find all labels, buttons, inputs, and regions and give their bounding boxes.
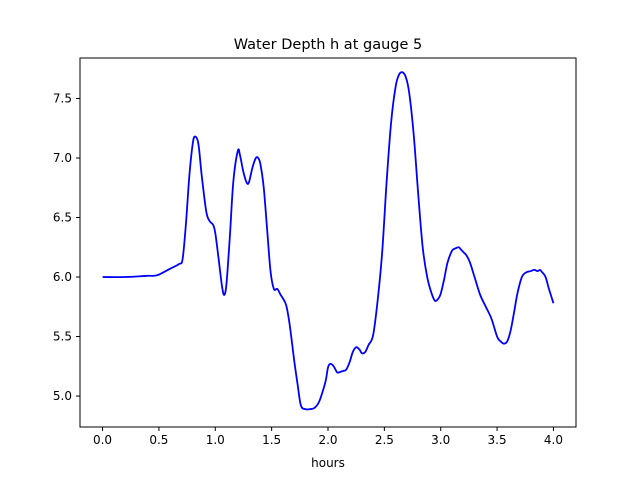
x-tick-label: 4.0: [544, 433, 563, 447]
y-tick-label: 7.0: [53, 151, 72, 165]
y-tick-label: 5.0: [53, 389, 72, 403]
x-tick-label: 1.5: [262, 433, 281, 447]
series-line-0: [102, 71, 555, 411]
y-tick-label: 5.5: [53, 330, 72, 344]
y-axis-ticks: 5.0 5.5 6.0 6.5 7.0 7.5: [53, 91, 80, 403]
y-tick-label: 6.5: [53, 211, 72, 225]
x-tick-label: 2.5: [375, 433, 394, 447]
x-tick-label: 0.0: [93, 433, 112, 447]
y-tick-label: 6.0: [53, 270, 72, 284]
x-tick-label: 3.0: [431, 433, 450, 447]
plot-frame: [79, 57, 577, 428]
series-layer: [102, 71, 555, 411]
x-tick-label: 0.5: [149, 433, 168, 447]
chart-title: Water Depth h at gauge 5: [234, 37, 422, 53]
x-axis-label: hours: [311, 456, 345, 470]
y-tick-label: 7.5: [53, 91, 72, 105]
x-axis-ticks: 0.0 0.5 1.0 1.5 2.0 2.5 3.0 3.5 4.0: [93, 427, 563, 447]
x-tick-label: 1.0: [206, 433, 225, 447]
x-tick-label: 2.0: [318, 433, 337, 447]
x-tick-label: 3.5: [488, 433, 507, 447]
